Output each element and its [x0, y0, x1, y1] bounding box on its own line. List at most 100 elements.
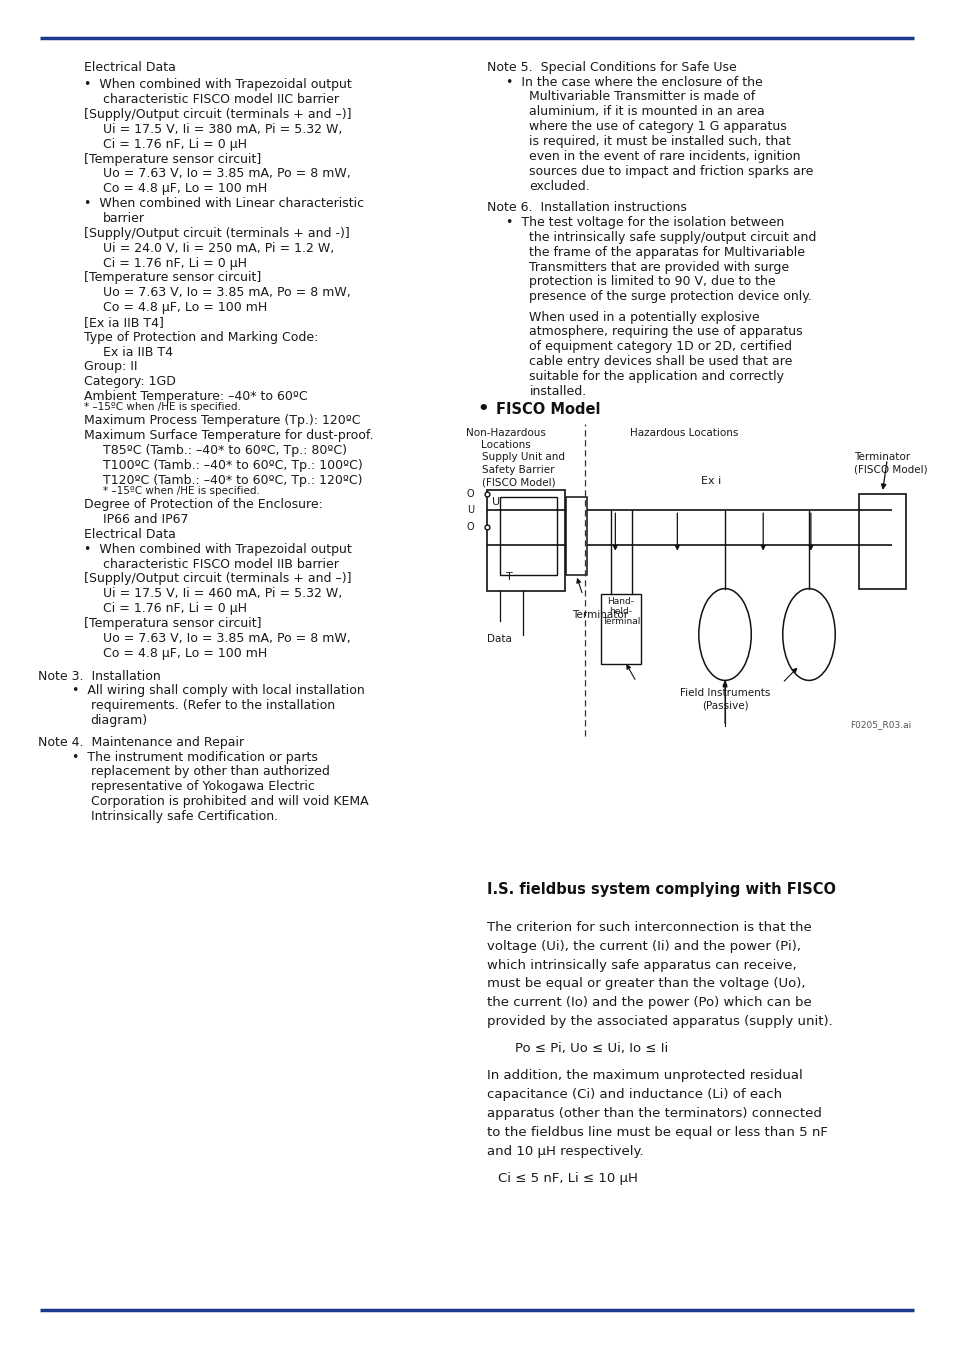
Text: The criterion for such interconnection is that the: The criterion for such interconnection i… — [486, 921, 810, 934]
Text: Ci = 1.76 nF, Li = 0 μH: Ci = 1.76 nF, Li = 0 μH — [103, 138, 247, 151]
Bar — [565, 497, 586, 575]
Text: Ui = 17.5 V, Ii = 380 mA, Pi = 5.32 W,: Ui = 17.5 V, Ii = 380 mA, Pi = 5.32 W, — [103, 123, 342, 136]
Text: Intrinsically safe Certification.: Intrinsically safe Certification. — [91, 810, 277, 824]
Text: the current (Io) and the power (Po) which can be: the current (Io) and the power (Po) whic… — [486, 996, 810, 1010]
Text: must be equal or greater than the voltage (Uo),: must be equal or greater than the voltag… — [486, 977, 804, 991]
Text: suitable for the application and correctly: suitable for the application and correct… — [529, 370, 783, 383]
Text: the intrinsically safe supply/output circuit and: the intrinsically safe supply/output cir… — [529, 231, 816, 244]
Text: Supply Unit and
Safety Barrier
(FISCO Model): Supply Unit and Safety Barrier (FISCO Mo… — [481, 452, 564, 487]
Text: Co = 4.8 μF, Lo = 100 mH: Co = 4.8 μF, Lo = 100 mH — [103, 182, 267, 196]
Text: In addition, the maximum unprotected residual: In addition, the maximum unprotected res… — [486, 1069, 801, 1083]
Text: •  The instrument modification or parts: • The instrument modification or parts — [71, 751, 317, 764]
Text: Ex i: Ex i — [700, 477, 720, 486]
Text: Uo = 7.63 V, Io = 3.85 mA, Po = 8 mW,: Uo = 7.63 V, Io = 3.85 mA, Po = 8 mW, — [103, 286, 351, 300]
Bar — [600, 594, 640, 664]
Text: Maximum Surface Temperature for dust-proof.: Maximum Surface Temperature for dust-pro… — [84, 429, 373, 443]
Text: requirements. (Refer to the installation: requirements. (Refer to the installation — [91, 699, 335, 713]
Text: characteristic FISCO model IIC barrier: characteristic FISCO model IIC barrier — [103, 93, 338, 107]
Text: U: U — [492, 497, 500, 508]
Text: aluminium, if it is mounted in an area: aluminium, if it is mounted in an area — [529, 105, 764, 119]
Text: presence of the surge protection device only.: presence of the surge protection device … — [529, 290, 812, 304]
Text: •  When combined with Trapezoidal output: • When combined with Trapezoidal output — [84, 78, 352, 92]
Text: Note 4.  Maintenance and Repair: Note 4. Maintenance and Repair — [38, 736, 244, 749]
Text: O: O — [466, 489, 474, 500]
Text: [Temperature sensor circuit]: [Temperature sensor circuit] — [84, 153, 261, 166]
Text: Ci = 1.76 nF, Li = 0 μH: Ci = 1.76 nF, Li = 0 μH — [103, 256, 247, 270]
Text: Ci = 1.76 nF, Li = 0 μH: Ci = 1.76 nF, Li = 0 μH — [103, 602, 247, 616]
Text: to the fieldbus line must be equal or less than 5 nF: to the fieldbus line must be equal or le… — [486, 1126, 826, 1139]
Text: excluded.: excluded. — [529, 180, 590, 193]
Text: Electrical Data: Electrical Data — [84, 528, 175, 541]
Text: [Supply/Output circuit (terminals + and -)]: [Supply/Output circuit (terminals + and … — [84, 227, 350, 240]
Text: Multivariable Transmitter is made of: Multivariable Transmitter is made of — [529, 90, 755, 104]
Text: barrier: barrier — [103, 212, 145, 225]
Text: which intrinsically safe apparatus can receive,: which intrinsically safe apparatus can r… — [486, 958, 796, 972]
Text: Transmitters that are provided with surge: Transmitters that are provided with surg… — [529, 261, 789, 274]
Text: Uo = 7.63 V, Io = 3.85 mA, Po = 8 mW,: Uo = 7.63 V, Io = 3.85 mA, Po = 8 mW, — [103, 167, 351, 181]
Text: Hand-
held-
Terminal: Hand- held- Terminal — [601, 597, 639, 626]
Text: Co = 4.8 μF, Lo = 100 mH: Co = 4.8 μF, Lo = 100 mH — [103, 301, 267, 315]
Text: Field Instruments
(Passive): Field Instruments (Passive) — [679, 688, 769, 711]
Text: installed.: installed. — [529, 385, 586, 398]
Ellipse shape — [781, 589, 835, 680]
Text: diagram): diagram) — [91, 714, 148, 728]
Text: capacitance (Ci) and inductance (Li) of each: capacitance (Ci) and inductance (Li) of … — [486, 1088, 781, 1102]
Text: provided by the associated apparatus (supply unit).: provided by the associated apparatus (su… — [486, 1015, 831, 1029]
Bar — [858, 494, 905, 589]
Text: cable entry devices shall be used that are: cable entry devices shall be used that a… — [529, 355, 792, 369]
Text: even in the event of rare incidents, ignition: even in the event of rare incidents, ign… — [529, 150, 801, 163]
Text: T: T — [505, 572, 512, 582]
Text: Note 5.  Special Conditions for Safe Use: Note 5. Special Conditions for Safe Use — [486, 61, 736, 74]
Text: representative of Yokogawa Electric: representative of Yokogawa Electric — [91, 780, 314, 794]
Text: Terminator: Terminator — [572, 610, 628, 620]
Text: [Supply/Output circuit (terminals + and –)]: [Supply/Output circuit (terminals + and … — [84, 572, 351, 586]
Text: Ambient Temperature: –40* to 60ºC: Ambient Temperature: –40* to 60ºC — [84, 390, 307, 404]
Text: When used in a potentially explosive: When used in a potentially explosive — [529, 310, 760, 324]
Text: Group: II: Group: II — [84, 360, 137, 374]
Text: where the use of category 1 G apparatus: where the use of category 1 G apparatus — [529, 120, 786, 134]
Text: protection is limited to 90 V, due to the: protection is limited to 90 V, due to th… — [529, 275, 776, 289]
Text: Co = 4.8 μF, Lo = 100 mH: Co = 4.8 μF, Lo = 100 mH — [103, 647, 267, 660]
Text: Type of Protection and Marking Code:: Type of Protection and Marking Code: — [84, 331, 318, 344]
Text: of equipment category 1D or 2D, certified: of equipment category 1D or 2D, certifie… — [529, 340, 792, 354]
Text: Uo = 7.63 V, Io = 3.85 mA, Po = 8 mW,: Uo = 7.63 V, Io = 3.85 mA, Po = 8 mW, — [103, 632, 351, 645]
Text: * –15ºC when /HE is specified.: * –15ºC when /HE is specified. — [103, 486, 259, 495]
Text: Ui = 17.5 V, Ii = 460 mA, Pi = 5.32 W,: Ui = 17.5 V, Ii = 460 mA, Pi = 5.32 W, — [103, 587, 342, 601]
Text: Corporation is prohibited and will void KEMA: Corporation is prohibited and will void … — [91, 795, 368, 809]
Text: [Temperature sensor circuit]: [Temperature sensor circuit] — [84, 271, 261, 285]
Text: Electrical Data: Electrical Data — [84, 61, 175, 74]
Text: IP66 and IP67: IP66 and IP67 — [103, 513, 189, 526]
Text: Maximum Process Temperature (Tp.): 120ºC: Maximum Process Temperature (Tp.): 120ºC — [84, 414, 360, 428]
Text: •  In the case where the enclosure of the: • In the case where the enclosure of the — [505, 76, 761, 89]
Text: F0205_R03.ai: F0205_R03.ai — [849, 720, 910, 729]
Text: Ci ≤ 5 nF, Li ≤ 10 μH: Ci ≤ 5 nF, Li ≤ 10 μH — [497, 1172, 637, 1185]
Text: [Supply/Output circuit (terminals + and –)]: [Supply/Output circuit (terminals + and … — [84, 108, 351, 122]
Text: I.S. fieldbus system complying with FISCO: I.S. fieldbus system complying with FISC… — [486, 882, 835, 896]
Text: •  All wiring shall comply with local installation: • All wiring shall comply with local ins… — [71, 684, 364, 698]
Text: Po ≤ Pi, Uo ≤ Ui, Io ≤ Ii: Po ≤ Pi, Uo ≤ Ui, Io ≤ Ii — [515, 1042, 667, 1056]
Text: Note 6.  Installation instructions: Note 6. Installation instructions — [486, 201, 686, 215]
Text: is required, it must be installed such, that: is required, it must be installed such, … — [529, 135, 791, 148]
Text: •  When combined with Trapezoidal output: • When combined with Trapezoidal output — [84, 543, 352, 556]
Bar — [486, 490, 564, 591]
Text: and 10 μH respectively.: and 10 μH respectively. — [486, 1145, 642, 1158]
Ellipse shape — [698, 589, 751, 680]
Text: apparatus (other than the terminators) connected: apparatus (other than the terminators) c… — [486, 1107, 821, 1120]
Text: Data: Data — [486, 634, 511, 644]
Text: replacement by other than authorized: replacement by other than authorized — [91, 765, 329, 779]
Text: Terminator
(FISCO Model): Terminator (FISCO Model) — [853, 452, 926, 475]
Bar — [499, 497, 557, 575]
Text: FISCO Model: FISCO Model — [496, 401, 600, 417]
Text: the frame of the apparatas for Multivariable: the frame of the apparatas for Multivari… — [529, 246, 804, 259]
Text: Hazardous Locations: Hazardous Locations — [629, 428, 738, 437]
Text: Ex ia IIB T4: Ex ia IIB T4 — [103, 346, 172, 359]
Text: Note 3.  Installation: Note 3. Installation — [38, 670, 161, 683]
Text: atmosphere, requiring the use of apparatus: atmosphere, requiring the use of apparat… — [529, 325, 802, 339]
Text: [Ex ia IIB T4]: [Ex ia IIB T4] — [84, 316, 164, 329]
Text: •  When combined with Linear characteristic: • When combined with Linear characterist… — [84, 197, 364, 211]
Text: sources due to impact and friction sparks are: sources due to impact and friction spark… — [529, 165, 813, 178]
Text: T120ºC (Tamb.: –40* to 60ºC, Tp.: 120ºC): T120ºC (Tamb.: –40* to 60ºC, Tp.: 120ºC) — [103, 474, 362, 487]
Text: characteristic FISCO model IIB barrier: characteristic FISCO model IIB barrier — [103, 558, 338, 571]
Text: T100ºC (Tamb.: –40* to 60ºC, Tp.: 100ºC): T100ºC (Tamb.: –40* to 60ºC, Tp.: 100ºC) — [103, 459, 362, 472]
Text: voltage (Ui), the current (Ii) and the power (Pi),: voltage (Ui), the current (Ii) and the p… — [486, 940, 800, 953]
